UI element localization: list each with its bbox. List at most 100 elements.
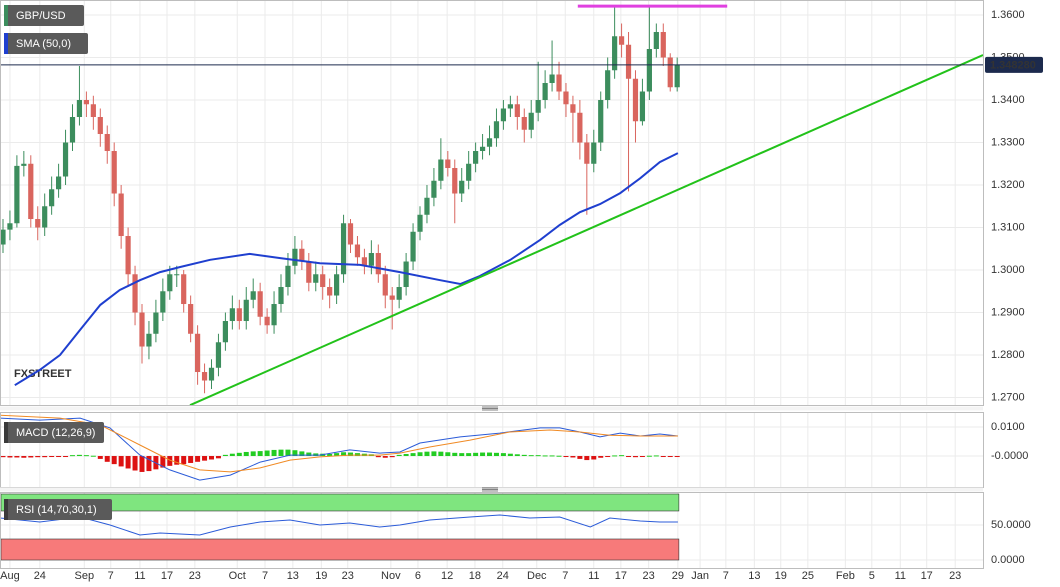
x-tick-label: 5 — [869, 570, 875, 582]
macd-histogram-bar — [97, 456, 103, 459]
x-tick-label: Sep — [75, 570, 95, 582]
macd-histogram-bar — [410, 453, 416, 457]
x-tick-label: Nov — [381, 570, 401, 582]
macd-histogram-bar — [577, 456, 583, 459]
candle-body — [299, 248, 305, 262]
candle-body — [306, 261, 312, 283]
macd-histogram-bar — [438, 451, 444, 457]
candle-body — [285, 265, 291, 288]
x-tick-label: 23 — [643, 570, 655, 582]
candle-body — [334, 274, 340, 296]
candle-body — [153, 312, 159, 334]
macd-histogram-bar — [0, 456, 6, 458]
macd-histogram-bar — [285, 449, 291, 457]
panel-frame — [0, 0, 984, 406]
macd-histogram-bar — [639, 456, 645, 458]
candle-body — [0, 229, 6, 245]
candle-body — [320, 274, 326, 288]
x-tick-label: 18 — [469, 570, 481, 582]
legend-box — [4, 33, 88, 54]
legend-label: GBP/USD — [16, 10, 66, 22]
candle-body — [646, 49, 652, 92]
y-tick-label: 1.3300 — [991, 136, 1025, 148]
macd-histogram-bar — [445, 452, 451, 457]
candle-body — [361, 257, 368, 266]
macd-histogram-bar — [327, 453, 333, 457]
candle-body — [459, 180, 465, 194]
macd-histogram-bar — [646, 455, 652, 457]
watermark: FX — [14, 368, 29, 380]
macd-histogram-bar — [181, 456, 187, 465]
candle-body — [243, 299, 249, 322]
panel-background — [0, 0, 983, 405]
macd-histogram-bar — [459, 453, 465, 457]
candle-body — [97, 117, 103, 135]
candle-body — [410, 231, 416, 262]
x-tick-label: Dec — [527, 570, 547, 582]
candle-body — [431, 180, 437, 198]
macd-histogram-bar — [431, 451, 437, 457]
candle-body — [174, 274, 180, 276]
candle-body — [368, 253, 374, 266]
candle-body — [500, 108, 507, 122]
candle-body — [396, 287, 402, 300]
y-tick-label: 1.2700 — [991, 391, 1025, 403]
candle-body — [118, 193, 124, 237]
candle-body — [479, 146, 486, 152]
candle-body — [7, 223, 13, 230]
macd-histogram-bar — [493, 452, 499, 457]
candle-body — [521, 117, 527, 130]
candle-body — [188, 304, 194, 334]
macd-histogram-bar — [389, 456, 395, 458]
candle-body — [257, 291, 263, 317]
macd-histogram-bar — [35, 456, 41, 458]
macd-histogram-bar — [619, 455, 625, 457]
candle-body — [250, 291, 256, 300]
macd-histogram-bar — [76, 454, 82, 457]
x-tick-label: 23 — [189, 570, 201, 582]
y-tick-label: 0.0100 — [991, 421, 1025, 433]
macd-histogram-bar — [598, 456, 604, 458]
candle-body — [347, 223, 354, 245]
macd-histogram-bar — [417, 452, 423, 457]
macd-histogram-bar — [556, 455, 562, 457]
macd-histogram-bar — [535, 455, 541, 457]
candle-body — [55, 176, 62, 190]
macd-histogram-bar — [299, 451, 305, 457]
candle-body — [201, 372, 208, 381]
candle-body — [438, 159, 444, 181]
macd-histogram-bar — [14, 456, 20, 458]
x-tick-label: 6 — [415, 570, 421, 582]
candle-body — [639, 91, 646, 122]
y-tick-label: 0.0000 — [991, 554, 1025, 566]
macd-histogram-bar — [236, 452, 242, 457]
candle-body — [375, 253, 381, 275]
candle-body — [549, 74, 555, 84]
macd-histogram-bar — [528, 455, 534, 457]
macd-histogram-bar — [69, 455, 75, 457]
x-tick-label: 23 — [949, 570, 961, 582]
x-tick-label: 11 — [134, 570, 145, 582]
candle-body — [49, 189, 55, 207]
macd-line — [0, 417, 678, 481]
candle-body — [535, 100, 541, 113]
y-tick-label: 1.3200 — [991, 179, 1025, 191]
rsi-line — [0, 514, 678, 536]
candle-body — [21, 163, 27, 166]
macd-histogram-bar — [375, 456, 381, 458]
candle-body — [28, 163, 34, 220]
macd-histogram-bar — [202, 456, 208, 461]
macd-histogram-bar — [264, 450, 270, 457]
legend-accent — [4, 5, 8, 26]
candle-body — [570, 104, 576, 113]
macd-histogram-bar — [612, 455, 618, 457]
macd-histogram-bar — [473, 452, 479, 457]
candle-body — [181, 274, 187, 305]
candle-body — [563, 91, 569, 105]
x-tick-label: 24 — [34, 570, 46, 582]
macd-histogram-bar — [354, 453, 360, 457]
macd-histogram-bar — [160, 456, 166, 468]
x-tick-label: 24 — [497, 570, 509, 582]
macd-histogram-bar — [132, 456, 138, 471]
macd-histogram-bar — [222, 454, 228, 457]
